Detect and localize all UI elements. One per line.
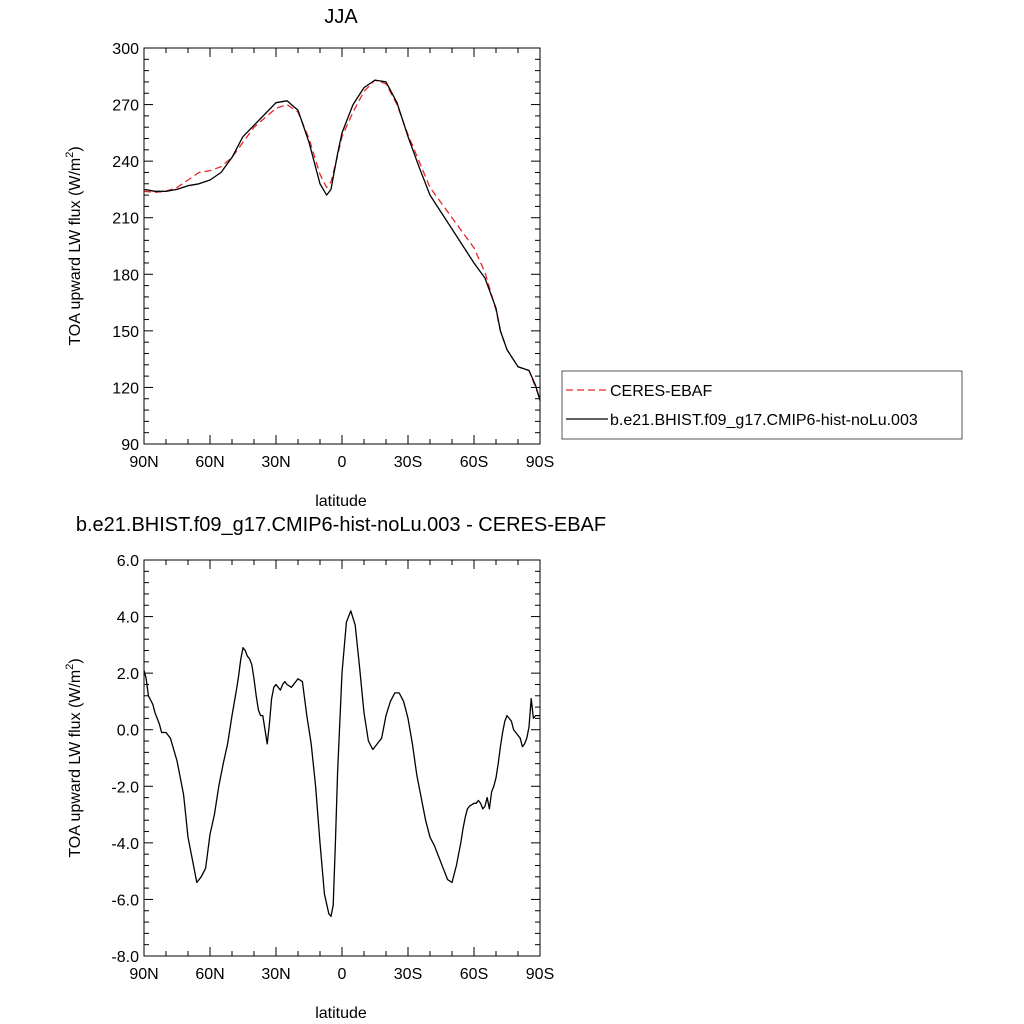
top-x-tick-label-2: 30N [261, 454, 290, 471]
bottom-x-tick-label-4: 30S [394, 966, 422, 983]
top-series-line-1 [143, 79, 541, 401]
top-y-tick-label-6: 270 [112, 98, 139, 115]
bottom-x-tick-label-3: 0 [338, 966, 347, 983]
top-chart-ylabel-sup: 2 [64, 152, 76, 158]
top-chart-ylabel-close: ) [67, 146, 84, 151]
bottom-chart-ylabel-sup: 2 [64, 664, 76, 670]
bottom-x-tick-label-6: 90S [526, 966, 554, 983]
bottom-y-tick-label-2: -4.0 [111, 836, 139, 853]
bottom-y-tick-label-0: -8.0 [111, 949, 139, 966]
top-chart-frame [143, 47, 541, 445]
top-chart-xlabel: latitude [315, 493, 367, 510]
bottom-chart: b.e21.BHIST.f09_g17.CMIP6-hist-noLu.003 … [64, 514, 606, 1022]
legend-box [561, 370, 963, 440]
legend-label-ceres: CERES-EBAF [610, 383, 712, 400]
bottom-y-tick-label-1: -6.0 [111, 892, 139, 909]
legend-label-model: b.e21.BHIST.f09_g17.CMIP6-hist-noLu.003 [610, 412, 918, 429]
bottom-x-tick-label-2: 30N [261, 966, 290, 983]
top-chart-x-ticks: 90N 60N 30N 0 30S 60S 90S [129, 48, 554, 471]
bottom-chart-title: b.e21.BHIST.f09_g17.CMIP6-hist-noLu.003 … [76, 514, 606, 536]
top-chart-lines [143, 79, 541, 401]
bottom-x-tick-label-0: 90N [129, 966, 158, 983]
bottom-x-tick-label-1: 60N [195, 966, 224, 983]
top-y-tick-label-1: 120 [112, 380, 139, 397]
bottom-y-tick-label-3: -2.0 [111, 779, 139, 796]
top-x-tick-label-3: 0 [338, 454, 347, 471]
top-y-tick-label-3: 180 [112, 267, 139, 284]
top-chart-ylabel-main: TOA upward LW flux (W/m [67, 158, 84, 346]
bottom-y-tick-label-4: 0.0 [117, 723, 139, 740]
top-chart-ylabel: TOA upward LW flux (W/m2) [64, 146, 84, 345]
bottom-chart-ylabel-close: ) [67, 658, 84, 663]
top-y-tick-label-0: 90 [121, 437, 139, 454]
bottom-chart-lines [143, 610, 540, 918]
bottom-x-tick-label-5: 60S [460, 966, 488, 983]
bottom-chart-y-ticks: -8.0 -6.0 -4.0 -2.0 0.0 2.0 4.0 6.0 [111, 553, 540, 966]
bottom-y-tick-label-6: 4.0 [117, 610, 139, 627]
top-x-tick-label-0: 90N [129, 454, 158, 471]
bottom-chart-frame [143, 559, 541, 957]
top-y-tick-label-5: 240 [112, 154, 139, 171]
top-x-tick-label-1: 60N [195, 454, 224, 471]
bottom-chart-xlabel: latitude [315, 1005, 367, 1022]
top-x-tick-label-6: 90S [526, 454, 554, 471]
top-y-tick-label-2: 150 [112, 324, 139, 341]
bottom-chart-ylabel-main: TOA upward LW flux (W/m [67, 670, 84, 858]
top-y-tick-label-7: 300 [112, 41, 139, 58]
top-x-tick-label-4: 30S [394, 454, 422, 471]
top-chart-y-ticks: 90 120 150 180 210 240 270 300 [112, 41, 540, 454]
top-x-tick-label-5: 60S [460, 454, 488, 471]
top-chart: JJA 90N 60N 30N 0 30S 60S 90S 90 120 150 180 210 24… [64, 6, 554, 510]
bottom-series-line-0 [143, 610, 540, 918]
top-y-tick-label-4: 210 [112, 211, 139, 228]
top-chart-title: JJA [324, 6, 358, 28]
bottom-y-tick-label-5: 2.0 [117, 666, 139, 683]
bottom-chart-x-ticks: 90N 60N 30N 0 30S 60S 90S [129, 560, 554, 983]
bottom-y-tick-label-7: 6.0 [117, 553, 139, 570]
bottom-chart-ylabel: TOA upward LW flux (W/m2) [64, 658, 84, 857]
top-series-line-0 [143, 79, 541, 399]
legend: CERES-EBAF b.e21.BHIST.f09_g17.CMIP6-his… [561, 370, 963, 440]
